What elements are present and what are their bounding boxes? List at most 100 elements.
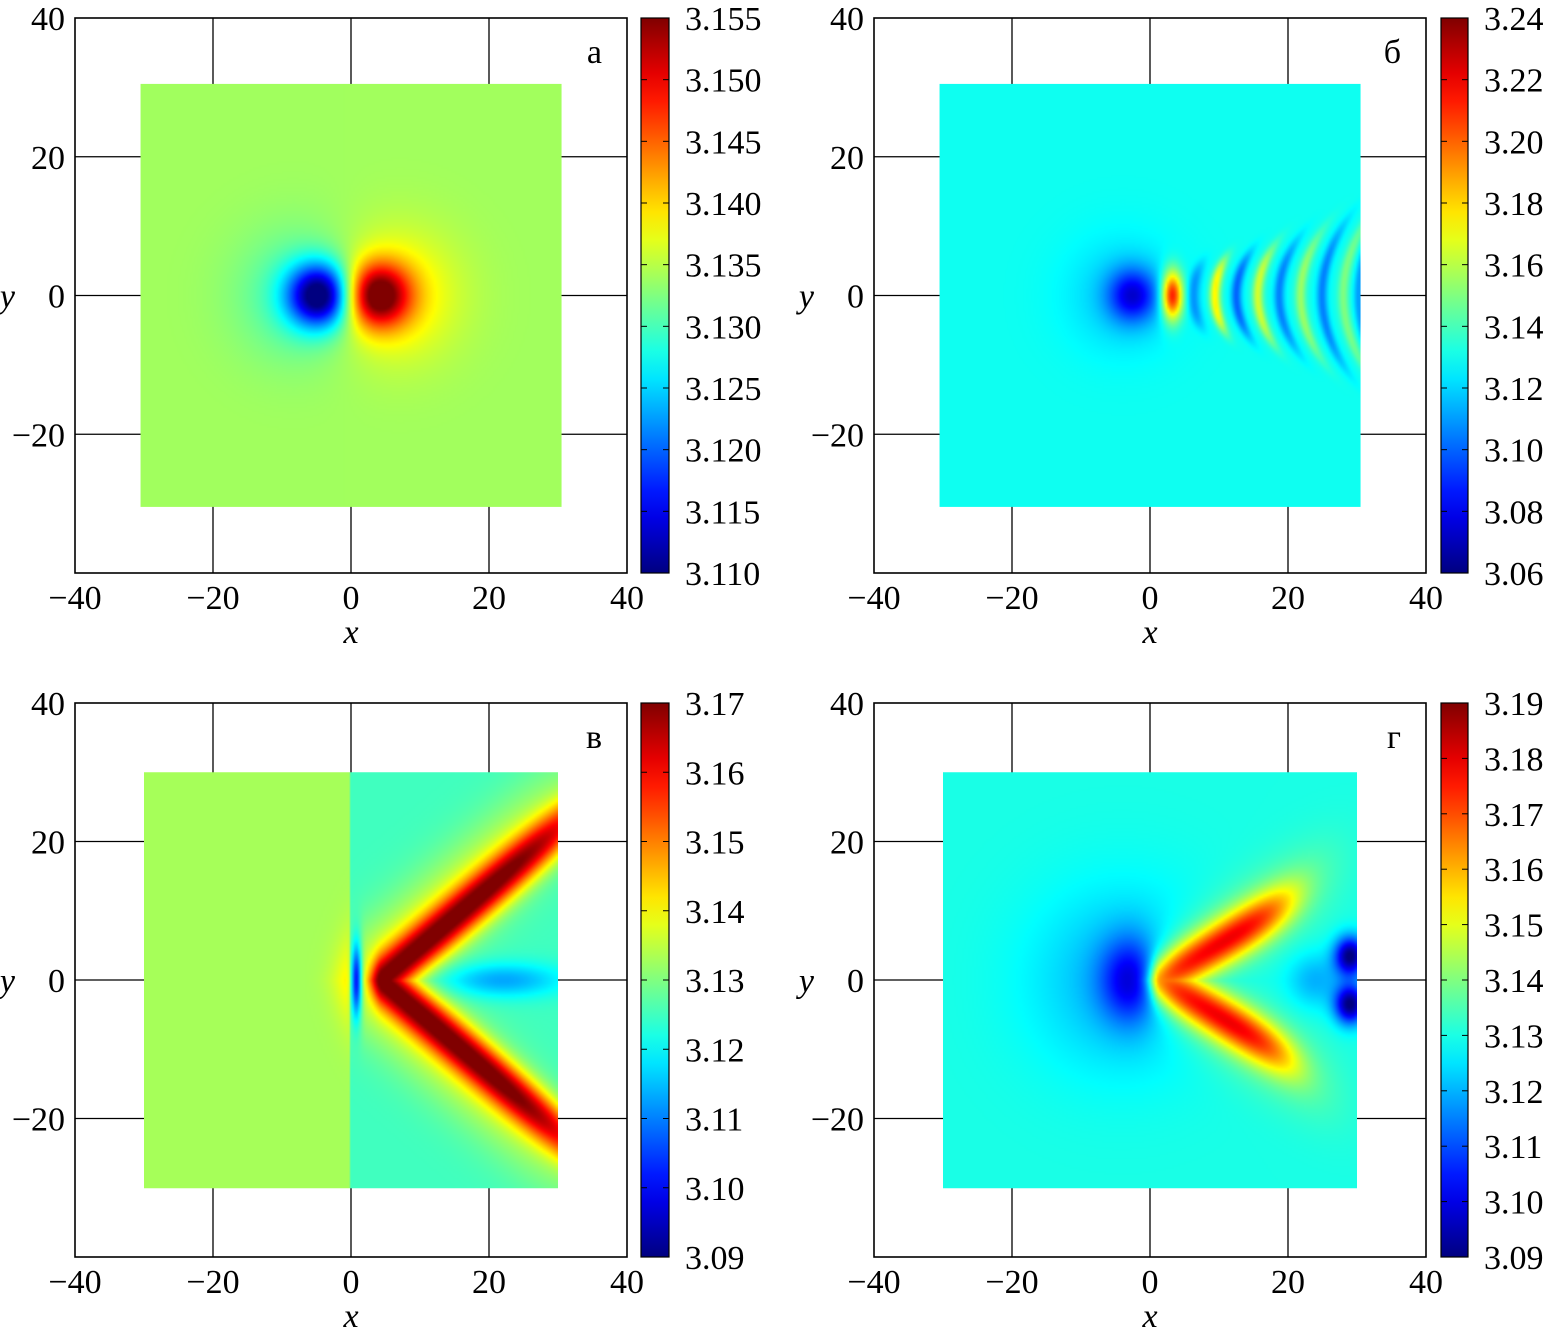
colorbar-tick-label: 3.140: [685, 186, 762, 223]
colorbar-tick-label: 3.20: [1484, 124, 1544, 161]
colorbar-tick-label: 3.12: [1484, 371, 1544, 408]
y-tick-label: 0: [847, 279, 864, 316]
colorbar-tick-label: 3.12: [1484, 1074, 1544, 1111]
y-tick-label: −20: [811, 417, 864, 454]
colorbar-tick-label: 3.06: [1484, 556, 1544, 593]
colorbar-tick-label: 3.13: [1484, 1018, 1544, 1055]
colorbar-tick-label: 3.14: [1484, 963, 1544, 1000]
x-tick-label: 20: [1271, 580, 1305, 617]
x-tick-label: 0: [1142, 1264, 1159, 1301]
y-tick-label: 40: [31, 686, 65, 723]
panel-4: −40 −20 0 20 40 40 20 0 −20 x y г 3.19 3.18 3.17 3.16 3.…: [796, 686, 1544, 1335]
colorbar-tick-label: 3.150: [685, 63, 762, 100]
y-tick-label: 40: [830, 1, 864, 38]
x-tick-label: 20: [472, 580, 506, 617]
x-tick-label: −40: [48, 1264, 101, 1301]
colorbar-tick-label: 3.10: [1484, 1185, 1544, 1222]
y-tick-label: −20: [811, 1102, 864, 1139]
colorbar-tick-label: 3.16: [685, 755, 745, 792]
x-tick-label: 20: [1271, 1264, 1305, 1301]
plot-frame: [873, 17, 1427, 574]
colorbar-tick-label: 3.110: [685, 556, 760, 593]
x-tick-label: −20: [186, 1264, 239, 1301]
y-tick-label: 20: [830, 825, 864, 862]
plot-frame: [74, 17, 628, 574]
plot-frame: [873, 702, 1427, 1258]
y-tick-label: 40: [31, 1, 65, 38]
colorbar-tick-label: 3.10: [1484, 433, 1544, 470]
panel-label: в: [586, 719, 602, 756]
colorbar-tick-label: 3.09: [685, 1240, 745, 1277]
colorbar-tick-label: 3.18: [1484, 741, 1544, 778]
colorbar-tick-label: 3.13: [685, 963, 745, 1000]
colorbar-tick-label: 3.24: [1484, 1, 1544, 38]
panel-label: б: [1384, 34, 1401, 71]
y-tick-label: 40: [830, 686, 864, 723]
heatmap-field: [144, 772, 558, 1189]
y-tick-label: 0: [847, 963, 864, 1000]
heatmap-field: [939, 83, 1361, 507]
x-tick-label: 40: [610, 580, 644, 617]
plot-frame: [74, 702, 628, 1258]
x-tick-label: 40: [610, 1264, 644, 1301]
colorbar-tick-label: 3.14: [1484, 309, 1544, 346]
panel-label: а: [587, 34, 602, 71]
colorbar-tick-label: 3.12: [685, 1032, 745, 1069]
y-tick-label: −20: [12, 417, 65, 454]
heatmap-field: [943, 772, 1357, 1189]
y-axis-label: y: [796, 963, 815, 1000]
x-axis-label: x: [1141, 1298, 1157, 1335]
colorbar-tick-label: 3.115: [685, 494, 760, 531]
x-tick-label: −40: [847, 580, 900, 617]
colorbar-tick-label: 3.15: [685, 825, 745, 862]
panel-1: −40 −20 0 20 40 40 20 0 −20 x y а 3.155 3.150 3.145 3.1…: [0, 1, 762, 651]
x-tick-label: 0: [1142, 580, 1159, 617]
x-tick-label: 40: [1409, 580, 1443, 617]
colorbar-tick-label: 3.16: [1484, 852, 1544, 889]
colorbar-tick-label: 3.11: [1484, 1129, 1542, 1166]
y-tick-label: 0: [48, 963, 65, 1000]
colorbar-tick-label: 3.155: [685, 1, 762, 38]
colorbar-tick-label: 3.120: [685, 433, 762, 470]
y-tick-label: 0: [48, 279, 65, 316]
y-tick-label: 20: [31, 140, 65, 177]
panel-2: −40 −20 0 20 40 40 20 0 −20 x y б 3.24 3.22 3.20 3.18 3.…: [796, 1, 1544, 651]
x-tick-label: 40: [1409, 1264, 1443, 1301]
colorbar-tick-label: 3.15: [1484, 908, 1544, 945]
colorbar-tick-label: 3.08: [1484, 494, 1544, 531]
x-tick-label: −20: [985, 580, 1038, 617]
colorbar-tick-label: 3.17: [1484, 797, 1544, 834]
y-axis-label: y: [0, 963, 16, 1000]
x-tick-label: −20: [985, 1264, 1038, 1301]
y-axis-label: y: [796, 279, 815, 316]
colorbar-tick-label: 3.14: [685, 894, 745, 931]
panel-label: г: [1387, 719, 1401, 756]
colorbar-tick-label: 3.130: [685, 309, 762, 346]
colorbar: [1440, 17, 1469, 574]
colorbar-tick-label: 3.09: [1484, 1240, 1544, 1277]
y-tick-label: 20: [830, 140, 864, 177]
colorbar: [640, 17, 670, 574]
x-tick-label: 0: [343, 1264, 360, 1301]
colorbar-tick-label: 3.125: [685, 371, 762, 408]
colorbar-tick-label: 3.135: [685, 248, 762, 285]
heatmap-field: [140, 83, 562, 507]
x-axis-label: x: [342, 614, 358, 651]
panel-3: −40 −20 0 20 40 40 20 0 −20 x y в 3.17 3.16 3.15 3.14 3.…: [0, 686, 745, 1335]
x-tick-label: −40: [847, 1264, 900, 1301]
y-tick-label: −20: [12, 1102, 65, 1139]
x-tick-label: 0: [343, 580, 360, 617]
y-tick-label: 20: [31, 825, 65, 862]
colorbar-tick-label: 3.17: [685, 686, 745, 723]
x-axis-label: x: [342, 1298, 358, 1335]
x-axis-label: x: [1141, 614, 1157, 651]
colorbar-tick-label: 3.16: [1484, 248, 1544, 285]
colorbar-tick-label: 3.22: [1484, 63, 1544, 100]
colorbar-tick-label: 3.19: [1484, 686, 1544, 723]
x-tick-label: −40: [48, 580, 101, 617]
colorbar-tick-label: 3.145: [685, 124, 762, 161]
colorbar-tick-label: 3.11: [685, 1102, 743, 1139]
colorbar-tick-label: 3.10: [685, 1171, 745, 1208]
x-tick-label: 20: [472, 1264, 506, 1301]
